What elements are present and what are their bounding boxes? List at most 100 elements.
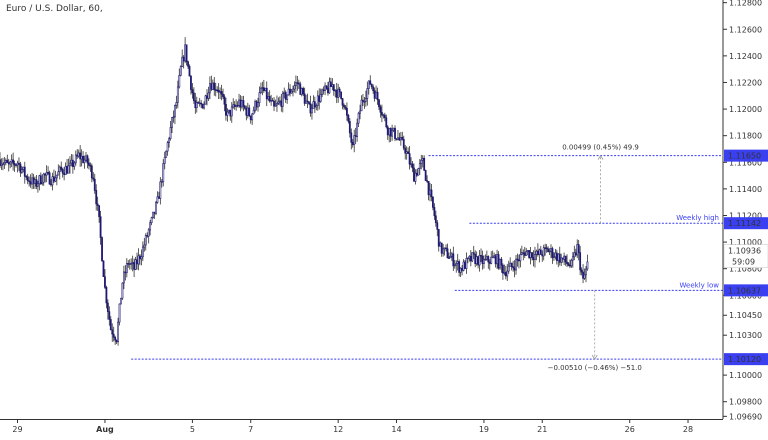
candle	[318, 95, 321, 102]
price-tick-label-7: 1.11400	[729, 185, 762, 194]
level-badge-3	[724, 353, 768, 366]
candle	[461, 267, 463, 271]
candle	[509, 262, 512, 267]
candle	[555, 252, 558, 261]
candle	[410, 163, 412, 165]
candle	[182, 56, 185, 62]
candle	[442, 248, 445, 254]
candle	[92, 177, 95, 180]
candle	[471, 252, 474, 262]
candle	[571, 256, 574, 261]
candle	[532, 257, 535, 260]
candle	[331, 84, 334, 88]
candle	[58, 166, 61, 173]
candle	[45, 172, 48, 176]
candle	[483, 259, 485, 264]
candle	[12, 159, 15, 164]
price-badges-layer: 1.11650 1.11142 1.10637 1.10120 1.10936 59:09	[723, 149, 768, 366]
candle	[242, 100, 245, 107]
candle	[198, 102, 201, 105]
candle	[115, 339, 118, 343]
candle	[257, 102, 259, 108]
candle	[436, 222, 439, 230]
candle	[531, 252, 533, 258]
candle	[271, 100, 274, 102]
candle	[48, 172, 51, 185]
candle	[468, 255, 471, 259]
candle	[195, 102, 198, 109]
candle	[557, 253, 560, 261]
candle	[372, 86, 375, 91]
candle	[133, 262, 136, 270]
candle	[270, 100, 273, 102]
candle	[83, 159, 86, 163]
time-tick-label-5: 14	[391, 425, 401, 434]
candle	[551, 248, 554, 258]
candle	[458, 261, 461, 273]
candle	[157, 196, 160, 199]
candle	[211, 82, 214, 90]
time-axis[interactable]: 29 Aug 5 7 12 14 19 21 26 28	[12, 419, 693, 434]
candle	[427, 181, 430, 196]
candle	[315, 105, 318, 108]
candle	[504, 272, 507, 277]
candle	[13, 163, 16, 166]
candle	[267, 96, 270, 100]
candle	[217, 89, 220, 93]
candle	[306, 100, 309, 103]
candle	[388, 127, 391, 136]
candle	[296, 82, 299, 84]
candle	[9, 161, 12, 165]
candle	[38, 175, 41, 185]
candle	[512, 266, 514, 269]
candle	[159, 181, 162, 199]
candle	[413, 167, 415, 182]
candle	[337, 88, 340, 98]
time-tick-label-2: 5	[190, 425, 195, 434]
candle	[302, 88, 305, 95]
candle	[391, 129, 394, 137]
candle	[77, 152, 80, 157]
candle	[351, 142, 354, 146]
current-price-label: 1.10936	[728, 247, 761, 256]
candle	[300, 88, 303, 95]
candle	[453, 264, 456, 267]
candle	[194, 100, 197, 109]
level-badge-label-3: 1.10120	[728, 355, 761, 364]
candle	[383, 114, 386, 119]
candle	[44, 173, 47, 176]
candle	[329, 81, 332, 88]
measure-label-0: 0.00499 (0.45%) 49.9	[562, 144, 639, 152]
candle	[152, 211, 154, 218]
candle	[188, 65, 191, 77]
candle	[90, 165, 93, 179]
candle	[29, 181, 32, 185]
candle	[432, 196, 434, 208]
candle	[548, 250, 551, 253]
candle	[503, 272, 506, 274]
candle	[484, 258, 487, 261]
candle	[303, 93, 306, 104]
candle	[295, 82, 297, 87]
candle	[347, 115, 350, 122]
candle	[507, 265, 510, 272]
candle	[60, 166, 63, 170]
candle	[538, 249, 541, 255]
candle	[472, 252, 475, 255]
time-tick-label-8: 26	[625, 425, 635, 434]
candle	[197, 102, 200, 104]
candle	[155, 202, 157, 214]
candle	[185, 44, 188, 62]
candle	[225, 104, 227, 116]
candle	[86, 155, 89, 164]
candle	[541, 254, 544, 257]
candle	[206, 95, 208, 99]
candle	[378, 99, 380, 108]
candle	[174, 105, 176, 118]
candle	[563, 255, 566, 260]
price-axis[interactable]: 1.12800 1.12600 1.12400 1.12200 1.12000 1.118…	[723, 0, 762, 421]
candle	[426, 180, 428, 182]
level-badge-label-1: 1.11142	[728, 219, 761, 228]
candle	[123, 271, 125, 284]
